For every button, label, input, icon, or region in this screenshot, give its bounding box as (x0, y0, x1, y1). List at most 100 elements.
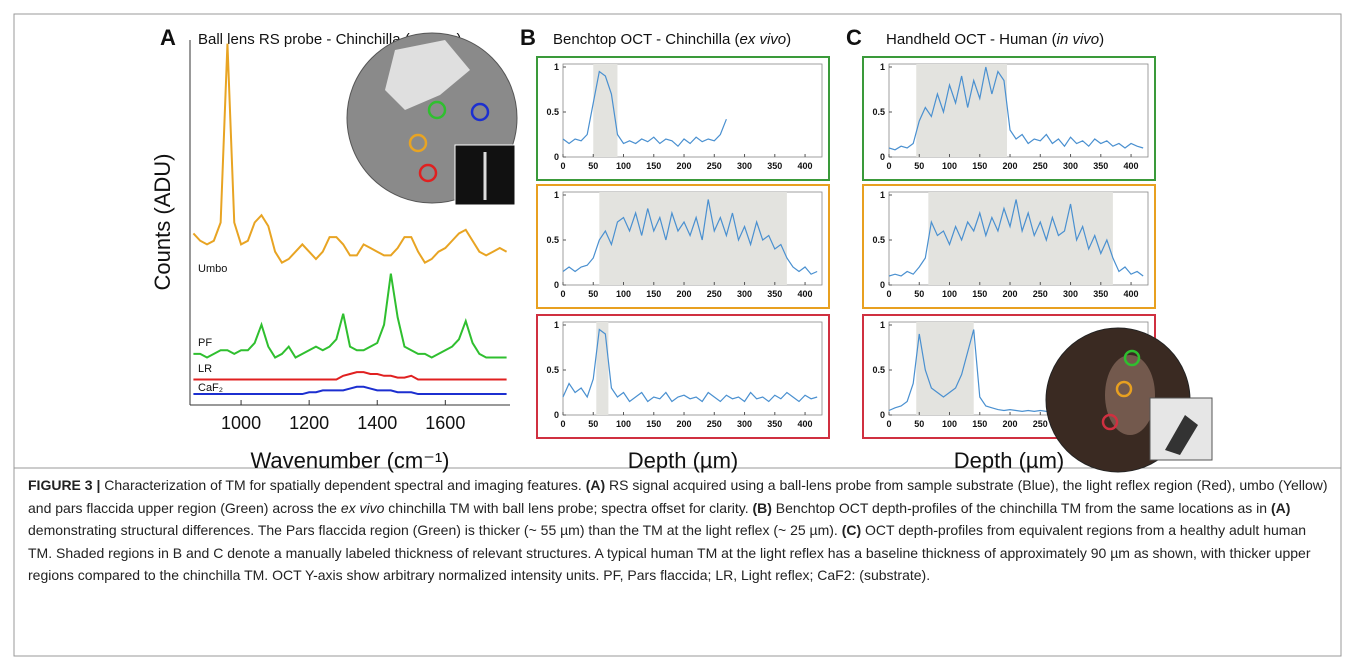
x-tick-label: 400 (798, 419, 813, 429)
figure-border (13, 13, 1342, 657)
x-tick-label: 350 (1093, 289, 1108, 299)
x-tick-label: 250 (1033, 161, 1048, 171)
x-tick-label: 300 (737, 161, 752, 171)
depth-profile (888, 66, 1144, 151)
caption-text: Benchtop OCT depth-profiles of the chinc… (771, 499, 1271, 516)
x-tick-label: 0 (560, 161, 565, 171)
x-tick-label: 350 (767, 419, 782, 429)
caption-text: Characterization of TM for spatially dep… (100, 477, 586, 493)
caption-text: OCT depth-profiles from equivalent regio… (28, 522, 1311, 584)
x-tick-label: 0 (560, 419, 565, 429)
x-tick-label: 350 (767, 161, 782, 171)
x-tick-label: 150 (646, 289, 661, 299)
x-axis-label: Wavenumber (cm⁻¹) (250, 448, 449, 473)
x-tick-label: 150 (972, 161, 987, 171)
x-tick-label: 300 (737, 289, 752, 299)
location-marker (408, 133, 428, 153)
x-axis-label: Depth (µm) (628, 448, 738, 473)
location-marker (470, 102, 490, 122)
x-axis-label: Depth (µm) (954, 448, 1064, 473)
caption: FIGURE 3 | Characterization of TM for sp… (28, 474, 1330, 587)
x-tick-label: 200 (1003, 289, 1018, 299)
y-tick-label: 1 (880, 320, 885, 330)
y-tick-label: 1 (880, 62, 885, 72)
x-tick-label: 250 (707, 161, 722, 171)
y-tick-label: 0.5 (546, 365, 559, 375)
x-tick-label: 50 (588, 419, 598, 429)
title-part: ) (786, 31, 791, 48)
panel-frame (536, 314, 830, 439)
x-tick-label: 400 (1124, 161, 1139, 171)
x-tick-label: 300 (1063, 161, 1078, 171)
y-tick-label: 1 (554, 190, 559, 200)
panel-frame (536, 184, 830, 309)
title-part: in vivo (1057, 31, 1100, 48)
x-tick-label: 300 (1063, 289, 1078, 299)
caption-text: demonstrating structural differences. Th… (28, 522, 842, 539)
x-tick-label: 100 (616, 419, 631, 429)
x-tick-label: 350 (767, 289, 782, 299)
x-tick-label: 100 (942, 161, 957, 171)
title-part: ) (1099, 31, 1104, 48)
panel-letter: C (846, 25, 862, 50)
x-tick-label: 50 (914, 419, 924, 429)
x-tick-label: 400 (798, 161, 813, 171)
x-tick-label: 100 (616, 161, 631, 171)
caption-ref: (A) (1270, 499, 1291, 516)
y-tick-label: 0 (880, 152, 885, 162)
caption-ref: (B) (752, 499, 772, 516)
x-tick-label: 200 (1003, 419, 1018, 429)
title-part: Benchtop OCT - Chinchilla ( (553, 31, 739, 48)
panel-letter: B (520, 25, 536, 50)
series-label: CaF₂ (198, 382, 223, 394)
x-tick-label: 0 (886, 419, 891, 429)
x-tick-label: 350 (1093, 161, 1108, 171)
y-tick-label: 0 (880, 280, 885, 290)
caption-ref: (A) (585, 477, 606, 493)
thickness-shade (596, 322, 609, 415)
y-tick-label: 0.5 (546, 107, 559, 117)
reflection (1105, 355, 1155, 435)
caption-ref: (C) (841, 522, 862, 539)
y-tick-label: 0 (554, 280, 559, 290)
location-marker (427, 100, 447, 120)
location-marker (1115, 380, 1133, 398)
y-tick-label: 0.5 (872, 365, 885, 375)
x-tick-label: 150 (646, 161, 661, 171)
x-tick-label: 50 (914, 161, 924, 171)
y-tick-label: 0.5 (546, 235, 559, 245)
x-tick-label: 50 (914, 289, 924, 299)
x-tick-label: 150 (972, 419, 987, 429)
spectrum-line (193, 273, 507, 359)
title-part: ex vivo (739, 31, 786, 48)
x-tick-label: 200 (677, 289, 692, 299)
panel-letter: A (160, 25, 176, 50)
x-tick-label: 100 (942, 289, 957, 299)
x-tick-label: 1200 (289, 413, 329, 433)
depth-profile (562, 199, 818, 275)
x-tick-label: 200 (1003, 161, 1018, 171)
y-tick-label: 0 (880, 410, 885, 420)
depth-profile (562, 328, 818, 403)
panel-frame (536, 56, 830, 181)
spectrum-line (193, 385, 507, 396)
tissue (385, 40, 470, 110)
x-tick-label: 250 (707, 289, 722, 299)
x-tick-label: 1400 (357, 413, 397, 433)
spectrum-line (192, 43, 508, 264)
x-tick-label: 100 (942, 419, 957, 429)
series-label: PF (198, 337, 212, 349)
x-tick-label: 250 (707, 419, 722, 429)
caption-text: RS signal acquired using a ball-lens pro… (28, 477, 1328, 516)
thickness-shade (916, 64, 1008, 157)
y-tick-label: 1 (554, 62, 559, 72)
x-tick-label: 1000 (221, 413, 261, 433)
thickness-shade (916, 322, 974, 415)
x-tick-label: 150 (646, 419, 661, 429)
y-tick-label: 1 (554, 320, 559, 330)
x-tick-label: 150 (972, 289, 987, 299)
y-tick-label: 0 (554, 152, 559, 162)
spectrum-line (193, 371, 507, 381)
caption-text: chinchilla TM with ball lens probe; spec… (384, 499, 753, 516)
